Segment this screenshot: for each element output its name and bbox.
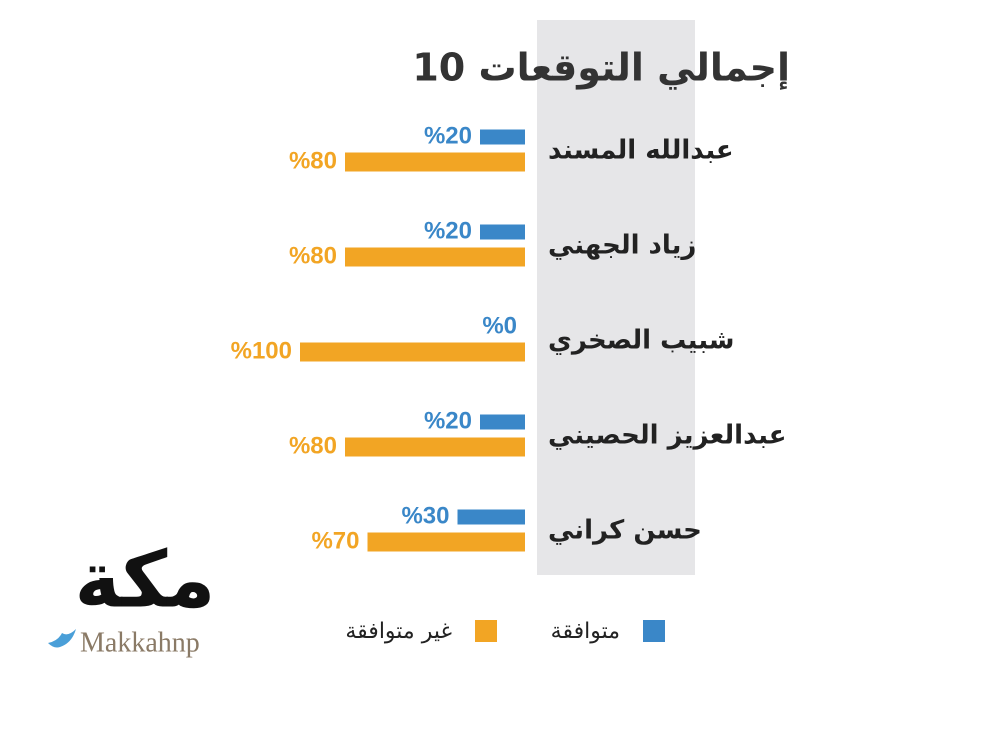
- legend-swatch: [643, 620, 665, 642]
- bar: [367, 532, 525, 552]
- value-label: %100: [231, 337, 292, 364]
- value-label: %30: [401, 502, 449, 529]
- category-label: عبدالعزيز الحصيني: [548, 421, 786, 451]
- legend-swatch: [475, 620, 497, 642]
- bar: [345, 152, 525, 172]
- category-label: شبيب الصخري: [548, 326, 734, 356]
- handle: Makkahnp: [80, 627, 200, 658]
- bar: [480, 224, 525, 240]
- value-label: %20: [424, 407, 472, 434]
- value-label: %0: [482, 312, 517, 339]
- chart-title: إجمالي التوقعات 10: [412, 46, 790, 91]
- category-label: عبدالله المسند: [548, 136, 734, 166]
- legend-label: متوافقة: [551, 619, 620, 644]
- value-label: %70: [311, 527, 359, 554]
- category-label: زياد الجهني: [548, 231, 696, 261]
- value-label: %80: [289, 242, 337, 269]
- value-label: %80: [289, 432, 337, 459]
- legend-label: غير متوافقة: [345, 619, 452, 644]
- bar: [300, 342, 525, 362]
- value-label: %20: [424, 217, 472, 244]
- twitter-icon: [48, 629, 76, 648]
- value-label: %20: [424, 122, 472, 149]
- bar: [345, 437, 525, 457]
- bar: [480, 129, 525, 145]
- highlight-band: [537, 20, 695, 575]
- value-label: %80: [289, 147, 337, 174]
- logo: مكة: [75, 535, 216, 625]
- bar: [480, 414, 525, 430]
- category-label: حسن كراني: [548, 516, 702, 546]
- bar: [457, 509, 525, 525]
- bar: [345, 247, 525, 267]
